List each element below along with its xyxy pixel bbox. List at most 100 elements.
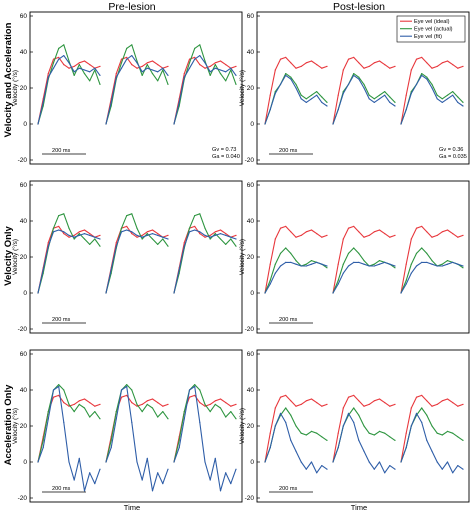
data-point-ideal [63,64,65,66]
data-point-fit [415,412,418,414]
data-point-ideal [214,62,216,64]
data-point-ideal [316,402,318,404]
data-point-ideal [342,69,344,71]
data-point-ideal [436,65,438,67]
data-point-actual [462,267,464,269]
data-point-ideal [347,58,350,60]
data-point-fit [394,468,396,470]
data-point-actual [157,416,159,418]
data-point-actual [326,439,328,441]
series-line-ideal [173,56,237,125]
data-point-fit [431,87,433,89]
y-tick-label: -20 [245,495,255,502]
data-point-fit [131,55,133,57]
data-point-actual [295,260,297,262]
data-point-fit [305,265,307,267]
data-point-ideal [452,402,454,404]
data-point-ideal [279,396,282,398]
data-point-fit [274,92,276,94]
data-point-actual [285,407,287,409]
data-point-actual [446,94,449,96]
data-point-actual [279,252,282,254]
data-point-fit [421,421,423,423]
data-point-actual [426,76,428,78]
data-point-fit [378,263,381,265]
data-point-fit [316,261,318,263]
data-point-ideal [73,234,75,236]
data-point-fit [214,457,216,459]
data-point-actual [389,436,391,438]
data-point-ideal [363,67,365,69]
data-point-fit [136,234,138,236]
data-point-fit [457,263,459,265]
data-point-fit [219,233,222,235]
data-point-fit [384,94,386,96]
series-line-actual [332,407,396,463]
data-point-fit [105,292,107,294]
data-point-ideal [146,231,148,233]
data-point-ideal [194,56,196,59]
column-title-pre-lesion: Pre-lesion [108,1,155,13]
data-point-ideal [230,405,232,407]
data-point-fit [264,461,266,463]
data-point-actual [363,83,365,85]
data-point-ideal [310,398,313,400]
data-point-ideal [68,236,70,238]
data-point-fit [235,74,237,76]
data-point-actual [269,279,271,281]
data-point-fit [199,55,201,57]
data-point-fit [310,263,313,265]
data-point-actual [274,263,276,265]
data-point-actual [120,227,123,229]
data-point-actual [204,403,206,405]
data-point-fit [167,74,169,76]
data-point-fit [99,74,101,76]
series-line-fit [37,385,101,492]
data-point-ideal [47,242,49,244]
scale-bar-label: 200 ms [52,317,71,323]
data-point-fit [457,101,459,103]
data-point-actual [204,60,206,62]
data-point-fit [63,231,65,233]
data-point-fit [37,292,39,294]
data-point-fit [235,238,237,240]
data-point-fit [73,236,75,238]
data-point-actual [89,80,91,82]
data-point-actual [136,60,138,62]
data-point-actual [199,44,201,46]
data-point-ideal [446,229,449,231]
data-point-ideal [279,58,282,60]
data-point-ideal [326,65,328,67]
y-tick-label: 0 [23,459,27,466]
data-point-ideal [368,234,370,236]
data-point-actual [89,243,91,245]
column-title-post-lesion: Post-lesion [333,1,385,13]
data-point-actual [52,62,55,64]
data-point-ideal [199,233,201,235]
data-point-ideal [384,402,386,404]
data-point-fit [42,101,44,103]
data-point-actual [42,439,44,441]
data-point-actual [209,411,211,413]
data-point-fit [157,71,159,73]
data-point-actual [378,260,381,262]
data-point-ideal [457,405,459,407]
series-line-actual [37,213,101,294]
data-point-fit [363,450,365,452]
data-point-actual [321,96,323,98]
data-point-actual [157,243,159,245]
data-point-fit [415,265,418,267]
data-point-fit [120,231,123,233]
data-point-fit [337,447,339,449]
data-point-fit [389,465,391,467]
data-point-fit [58,385,60,387]
data-point-fit [110,101,112,103]
data-point-actual [368,94,370,96]
series-line-actual [400,73,464,125]
data-point-fit [214,234,216,236]
data-point-actual [136,227,138,229]
y-tick-label: 20 [20,423,28,430]
data-point-ideal [73,65,75,67]
data-point-actual [73,238,75,240]
data-point-actual [151,238,154,240]
